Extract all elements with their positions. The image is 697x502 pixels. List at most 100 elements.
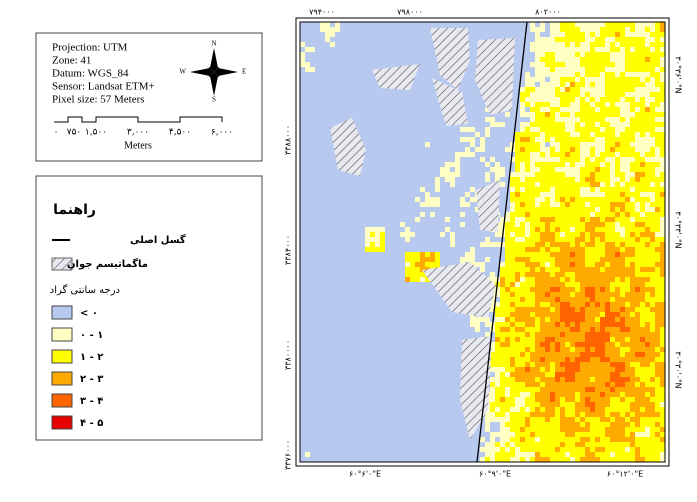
raster-cell [495,252,500,257]
raster-cell [365,147,370,152]
raster-cell [605,117,610,122]
raster-cell [640,222,645,227]
raster-cell [570,282,575,287]
raster-cell [535,342,540,347]
raster-cell [565,202,570,207]
raster-cell [655,162,660,167]
raster-cell [520,252,525,257]
raster-cell [415,172,420,177]
raster-cell [450,152,455,157]
raster-cell [510,332,515,337]
raster-cell [405,332,410,337]
raster-cell [405,202,410,207]
raster-cell [565,107,570,112]
raster-cell [400,187,405,192]
raster-cell [320,222,325,227]
raster-cell [525,347,530,352]
raster-cell [345,72,350,77]
raster-cell [315,222,320,227]
raster-cell [320,62,325,67]
raster-cell [410,317,415,322]
raster-cell [320,332,325,337]
raster-cell [640,57,645,62]
raster-cell [435,77,440,82]
raster-cell [620,217,625,222]
raster-cell [650,122,655,127]
raster-cell [470,87,475,92]
raster-cell [645,52,650,57]
raster-cell [605,102,610,107]
raster-cell [540,117,545,122]
raster-cell [465,202,470,207]
raster-cell [425,77,430,82]
raster-cell [530,307,535,312]
raster-cell [495,312,500,317]
raster-cell [505,127,510,132]
raster-cell [420,92,425,97]
raster-cell [605,217,610,222]
raster-cell [555,272,560,277]
raster-cell [335,172,340,177]
raster-cell [345,37,350,42]
raster-cell [410,212,415,217]
raster-cell [385,192,390,197]
raster-cell [365,362,370,367]
raster-cell [345,337,350,342]
raster-cell [515,222,520,227]
raster-cell [635,297,640,302]
raster-cell [650,232,655,237]
raster-cell [595,137,600,142]
raster-cell [365,257,370,262]
raster-cell [365,312,370,317]
raster-cell [630,97,635,102]
raster-cell [640,122,645,127]
raster-cell [395,357,400,362]
raster-cell [635,347,640,352]
raster-cell [415,222,420,227]
raster-cell [560,342,565,347]
raster-cell [300,257,305,262]
raster-cell [305,167,310,172]
raster-cell [430,347,435,352]
raster-cell [515,267,520,272]
raster-cell [330,237,335,242]
raster-cell [385,352,390,357]
raster-cell [450,332,455,337]
raster-cell [570,192,575,197]
raster-cell [410,272,415,277]
raster-cell [420,352,425,357]
raster-cell [450,352,455,357]
raster-cell [435,67,440,72]
raster-cell [310,332,315,337]
raster-cell [315,237,320,242]
raster-cell [575,122,580,127]
raster-cell [555,167,560,172]
raster-cell [560,337,565,342]
raster-cell [555,117,560,122]
raster-cell [640,357,645,362]
raster-cell [320,292,325,297]
raster-cell [365,87,370,92]
raster-cell [325,182,330,187]
raster-cell [390,112,395,117]
raster-cell [635,207,640,212]
raster-cell [520,267,525,272]
raster-cell [305,162,310,167]
raster-cell [580,202,585,207]
raster-cell [480,257,485,262]
raster-cell [395,137,400,142]
raster-cell [535,332,540,337]
raster-cell [420,322,425,327]
raster-cell [555,187,560,192]
raster-cell [540,172,545,177]
raster-cell [550,62,555,67]
raster-cell [580,297,585,302]
raster-cell [385,317,390,322]
raster-cell [435,217,440,222]
raster-cell [535,317,540,322]
raster-cell [610,292,615,297]
raster-cell [330,77,335,82]
raster-cell [305,67,310,72]
raster-cell [655,237,660,242]
raster-cell [305,307,310,312]
